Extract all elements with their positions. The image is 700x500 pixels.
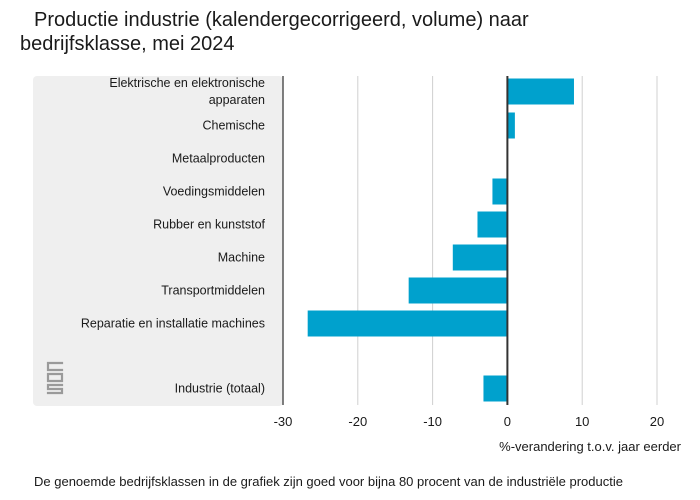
x-tick-label: -10 <box>423 414 442 429</box>
bar <box>452 244 508 271</box>
bar <box>507 112 515 139</box>
x-tick-label: 0 <box>504 414 511 429</box>
category-label: Metaalproducten <box>172 152 265 166</box>
category-label: apparaten <box>209 93 265 107</box>
category-label: Machine <box>218 251 265 265</box>
category-label: Transportmiddelen <box>161 284 265 298</box>
x-tick-label: -20 <box>348 414 367 429</box>
bar <box>507 78 574 105</box>
bar <box>492 178 508 205</box>
bar <box>307 310 508 337</box>
cbs-logo-icon <box>46 361 64 395</box>
category-label: Rubber en kunststof <box>153 218 265 232</box>
category-label: Industrie (totaal) <box>175 382 265 396</box>
chart-title: Productie industrie (kalendergecorrigeer… <box>20 8 529 56</box>
bar <box>483 375 508 402</box>
footnote: De genoemde bedrijfsklassen in de grafie… <box>34 474 623 489</box>
x-tick-label: 10 <box>575 414 589 429</box>
x-tick-label: -30 <box>274 414 293 429</box>
title-line-2: bedrijfsklasse, mei 2024 <box>20 33 235 55</box>
category-label: Chemische <box>202 119 265 133</box>
bar <box>408 277 508 304</box>
x-tick-label: 20 <box>650 414 664 429</box>
title-line-1: Productie industrie (kalendergecorrigeer… <box>34 9 529 31</box>
category-label-panel <box>33 76 283 406</box>
bar <box>477 211 508 238</box>
category-label: Reparatie en installatie machines <box>81 317 265 331</box>
category-label: Voedingsmiddelen <box>163 185 265 199</box>
x-axis-label: %-verandering t.o.v. jaar eerder <box>499 439 682 454</box>
category-label: Elektrische en elektronische <box>109 76 265 90</box>
